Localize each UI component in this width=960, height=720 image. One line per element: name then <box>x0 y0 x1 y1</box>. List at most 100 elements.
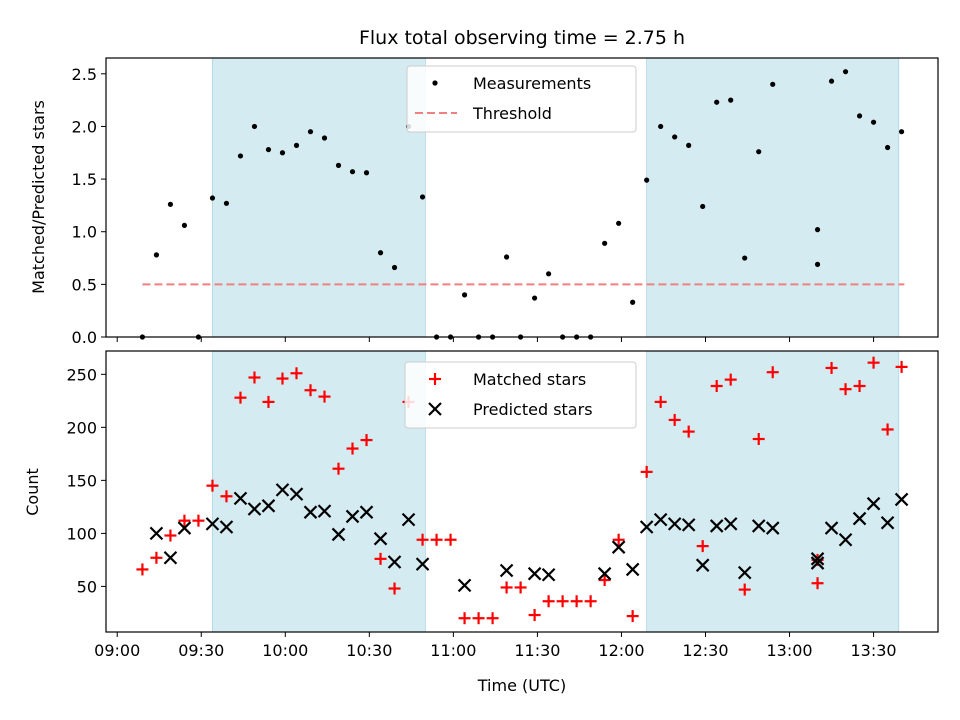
measurement-point-17 <box>363 170 370 176</box>
matched-point-27 <box>500 581 513 594</box>
predicted-point-37 <box>810 556 825 570</box>
predicted-point-36 <box>765 521 780 535</box>
predicted-point-26 <box>625 562 640 577</box>
shaded-interval-2 <box>646 57 900 338</box>
measurement-point-21 <box>419 194 426 200</box>
matched-point-44 <box>738 583 751 596</box>
measurement-point-53 <box>884 144 891 151</box>
matched-point-46 <box>766 366 779 379</box>
matched-point-30 <box>542 595 555 608</box>
predicted-point-15 <box>359 505 374 519</box>
figure-title: Flux total observing time = 2.75 h <box>359 27 685 49</box>
legend-predicted-label: Predicted stars <box>473 400 593 419</box>
xtick-label: 13:00 <box>766 641 812 660</box>
measurement-point-44 <box>742 255 748 261</box>
matched-point-5 <box>192 514 205 527</box>
predicted-point-14 <box>345 509 360 524</box>
xtick-label: 09:30 <box>178 641 224 660</box>
ytick-label: 0.0 <box>72 328 97 347</box>
predicted-point-8 <box>261 499 276 513</box>
matched-point-23 <box>444 533 457 546</box>
predicted-point-32 <box>709 519 724 533</box>
predicted-point-12 <box>317 504 332 518</box>
measurement-point-35 <box>616 220 622 226</box>
predicted-point-22 <box>527 566 542 581</box>
ytick-label: 250 <box>66 365 97 384</box>
predicted-point-16 <box>373 531 388 546</box>
matched-point-14 <box>318 390 331 403</box>
measurement-point-42 <box>714 99 720 105</box>
matched-point-49 <box>825 361 838 374</box>
matched-point-25 <box>472 612 485 625</box>
matched-point-21 <box>416 533 429 546</box>
predicted-point-7 <box>247 502 262 516</box>
predicted-point-29 <box>667 517 682 531</box>
measurement-point-11 <box>279 150 286 156</box>
predicted-point-40 <box>838 532 853 547</box>
ytick-label: 150 <box>66 471 97 490</box>
matched-point-54 <box>895 360 908 373</box>
predicted-point-18 <box>401 512 416 527</box>
measurement-point-7 <box>223 200 230 206</box>
matched-point-32 <box>570 595 583 608</box>
matched-point-22 <box>430 533 443 546</box>
ytick-label: 0.5 <box>72 275 97 294</box>
matched-point-45 <box>752 433 765 446</box>
legend-measurements-marker <box>432 80 438 86</box>
xtick-label: 10:00 <box>262 641 308 660</box>
ytick-label: 1.5 <box>72 170 97 189</box>
predicted-point-1 <box>149 526 164 541</box>
matched-point-34 <box>598 574 611 587</box>
matched-point-24 <box>458 612 471 625</box>
measurement-point-8 <box>237 153 244 159</box>
matched-point-17 <box>360 434 373 447</box>
matched-point-37 <box>640 465 653 478</box>
measurement-point-2 <box>153 252 160 258</box>
predicted-point-2 <box>163 550 178 565</box>
measurement-point-40 <box>686 142 692 148</box>
count-panel: 50 100 150 200 250 09:00 09:30 10:00 10:30 11:00… <box>23 350 939 695</box>
predicted-point-20 <box>457 578 472 593</box>
legend-matched-label: Matched stars <box>473 370 586 389</box>
predicted-point-6 <box>233 491 248 506</box>
measurement-point-49 <box>828 78 835 84</box>
matched-point-50 <box>839 383 852 396</box>
xtick-label: 11:00 <box>430 641 476 660</box>
matched-point-12 <box>290 367 303 380</box>
measurement-point-24 <box>461 292 468 298</box>
predicted-point-11 <box>303 505 318 519</box>
predicted-point-17 <box>387 555 402 569</box>
matched-point-31 <box>556 595 569 608</box>
xtick-label: 10:30 <box>346 641 392 660</box>
count-panel-frame <box>105 350 939 633</box>
predicted-point-23 <box>541 567 556 582</box>
matched-point-41 <box>696 540 709 553</box>
measurement-point-30 <box>546 271 552 277</box>
measurement-point-43 <box>728 97 734 103</box>
predicted-point-44 <box>894 492 909 507</box>
measurement-point-14 <box>321 135 328 141</box>
count-ylabel: Count <box>23 468 42 516</box>
shaded-interval-1 <box>212 350 426 633</box>
predicted-point-3 <box>177 521 192 535</box>
measurement-point-39 <box>672 134 678 140</box>
predicted-point-35 <box>751 519 766 533</box>
matched-point-8 <box>234 391 247 404</box>
measurement-point-38 <box>658 123 664 130</box>
matched-point-19 <box>388 582 401 595</box>
measurement-point-46 <box>770 81 776 87</box>
matched-point-42 <box>710 379 723 392</box>
predicted-point-31 <box>695 558 710 572</box>
measurement-point-45 <box>756 149 762 155</box>
measurement-point-48 <box>814 261 821 267</box>
measurement-point-3 <box>167 201 174 207</box>
matched-point-2 <box>150 551 163 564</box>
predicted-point-9 <box>275 483 290 497</box>
measurement-point-18 <box>377 250 384 256</box>
xtick-label: 09:00 <box>94 641 140 660</box>
predicted-point-43 <box>880 516 895 530</box>
matched-point-38 <box>654 395 667 408</box>
measurement-point-54 <box>898 129 905 135</box>
measurement-point-16 <box>349 169 356 175</box>
